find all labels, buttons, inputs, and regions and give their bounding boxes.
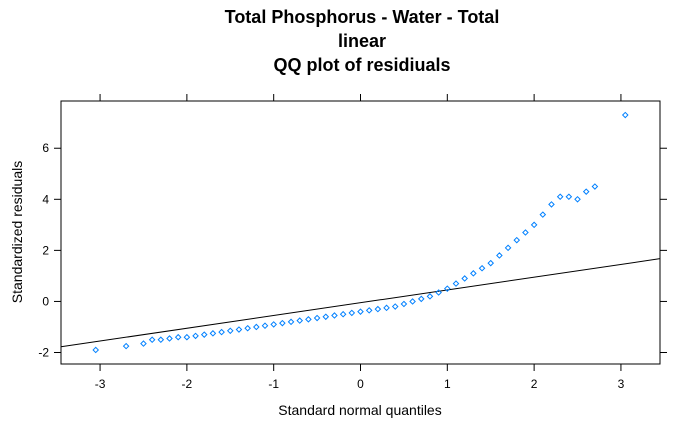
- data-point: [391, 303, 399, 310]
- data-point: [548, 201, 555, 208]
- y-tick-label: 6: [42, 141, 49, 155]
- data-point: [452, 280, 460, 287]
- data-point: [374, 305, 382, 313]
- data-point: [92, 346, 100, 354]
- data-point: [530, 221, 538, 229]
- data-point: [192, 332, 199, 340]
- data-point: [305, 316, 312, 323]
- x-tick-label: 2: [531, 377, 538, 391]
- data-point: [166, 335, 173, 342]
- data-point: [504, 244, 512, 252]
- data-point: [470, 270, 477, 277]
- data-point: [218, 328, 225, 336]
- data-point: [357, 308, 364, 315]
- y-axis-label: Standardized residuals: [9, 161, 25, 303]
- x-tick-label: 0: [357, 377, 364, 391]
- data-point: [331, 312, 338, 319]
- y-tick-label: -2: [38, 346, 49, 360]
- data-point: [157, 336, 165, 344]
- x-tick-label: -1: [268, 377, 279, 391]
- data-point: [574, 195, 581, 203]
- data-point: [435, 289, 442, 296]
- y-tick-label: 2: [42, 243, 49, 257]
- data-point: [621, 111, 629, 119]
- data-point: [235, 326, 243, 333]
- data-point: [409, 298, 416, 305]
- axis-tick-labels: -3 -2 -1 0 1 2 3 -2 0 2 4 6: [38, 141, 624, 391]
- data-point: [591, 183, 599, 190]
- data-point: [400, 300, 408, 308]
- data-point: [417, 295, 425, 303]
- data-point: [556, 193, 564, 201]
- data-point: [313, 314, 321, 322]
- data-point: [539, 211, 547, 218]
- data-point: [565, 193, 573, 201]
- data-point: [148, 336, 156, 344]
- qq-reference-line: [60, 258, 661, 348]
- x-tick-label: 3: [618, 377, 625, 391]
- data-point: [253, 323, 260, 331]
- data-point: [348, 309, 356, 317]
- axis-ticks: [54, 94, 667, 371]
- data-point: [140, 340, 147, 347]
- data-point: [209, 330, 217, 337]
- data-point: [487, 259, 495, 267]
- data-point: [226, 327, 234, 335]
- data-point: [279, 319, 286, 327]
- chart-title-line-2: linear: [338, 31, 386, 51]
- chart-title-line-1: Total Phosphorus - Water - Total: [225, 7, 500, 27]
- reference-line-layer: [60, 258, 661, 348]
- data-point: [296, 317, 304, 324]
- chart-title-line-3: QQ plot of residiuals: [273, 55, 450, 75]
- data-point: [444, 285, 451, 292]
- data-point: [513, 236, 521, 244]
- data-point: [426, 293, 434, 300]
- x-axis-label: Standard normal quantiles: [278, 402, 441, 418]
- data-point: [383, 304, 390, 312]
- data-point: [461, 275, 468, 282]
- data-point: [339, 310, 347, 318]
- x-tick-label: -2: [182, 377, 193, 391]
- data-point: [322, 313, 330, 321]
- data-point: [522, 229, 529, 236]
- data-point: [270, 321, 277, 328]
- data-point: [496, 252, 503, 259]
- data-point: [478, 264, 486, 272]
- data-point: [365, 307, 373, 314]
- data-point: [174, 333, 182, 341]
- data-points-layer: [92, 111, 629, 354]
- y-tick-label: 0: [42, 294, 49, 308]
- data-point: [200, 331, 208, 338]
- x-tick-label: 1: [444, 377, 451, 391]
- data-point: [287, 318, 295, 326]
- data-point: [582, 188, 590, 195]
- x-tick-label: -3: [95, 377, 106, 391]
- plot-frame: [60, 100, 661, 365]
- data-point: [261, 322, 269, 330]
- data-point: [122, 342, 130, 350]
- data-point: [183, 333, 191, 341]
- data-point: [244, 324, 251, 332]
- y-tick-label: 4: [42, 192, 49, 206]
